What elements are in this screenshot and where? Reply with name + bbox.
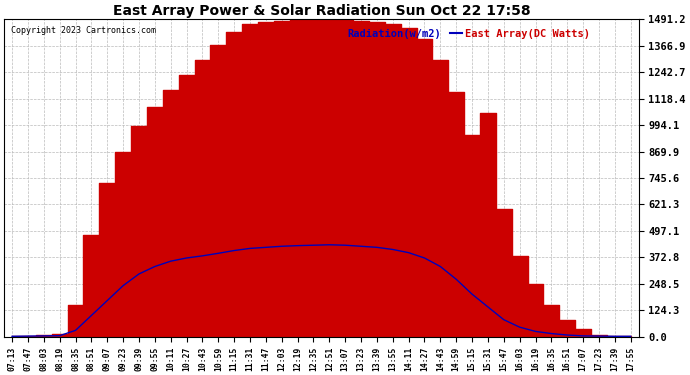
Title: East Array Power & Solar Radiation Sun Oct 22 17:58: East Array Power & Solar Radiation Sun O…	[112, 4, 530, 18]
Legend: Radiation(w/m2), East Array(DC Watts): Radiation(w/m2), East Array(DC Watts)	[328, 24, 594, 43]
Text: Copyright 2023 Cartronics.com: Copyright 2023 Cartronics.com	[10, 26, 155, 34]
